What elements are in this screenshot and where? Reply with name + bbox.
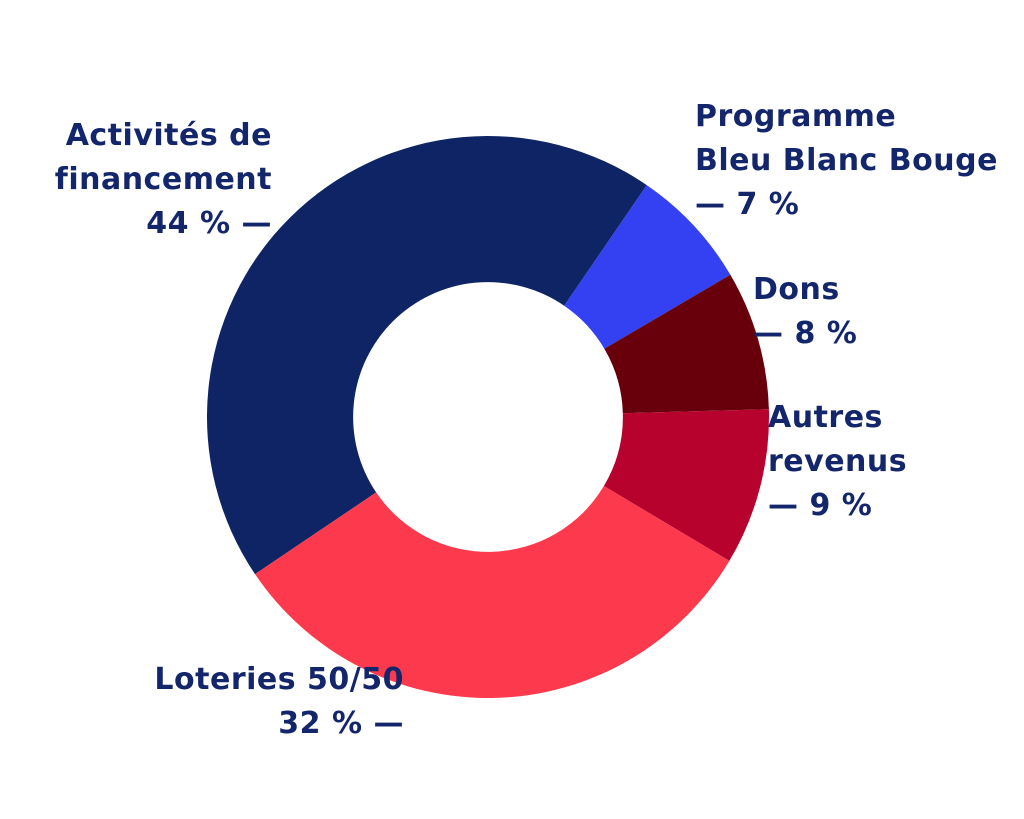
callout-programme-bleu-blanc-bouge: Programme Bleu Blanc Bouge — 7 %: [695, 95, 998, 227]
donut-segment-autres-revenus: [603, 409, 769, 561]
callout-activites-de-financement: Activités de financement 44 % —: [55, 114, 272, 246]
donut-segment-programme-bleu-blanc-bouge: [564, 185, 731, 349]
callout-line: revenus: [768, 444, 908, 479]
callout-autres-revenus: Autres revenus — 9 %: [768, 396, 907, 528]
callout-value: 32 % —: [278, 706, 404, 741]
callout-value: 44 % —: [146, 206, 272, 241]
callout-line: Programme: [695, 99, 897, 134]
callout-line: Dons: [753, 272, 840, 307]
callout-line: Loteries 50/50: [154, 662, 404, 697]
donut-segment-dons: [604, 274, 769, 414]
callout-loteries-50-50: Loteries 50/50 32 % —: [154, 658, 404, 746]
callout-dons: Dons — 8 %: [753, 268, 857, 356]
callout-line: Activités de: [65, 118, 272, 153]
callout-line: Bleu Blanc Bouge: [695, 143, 998, 178]
callout-value: — 7 %: [695, 187, 800, 222]
callout-line: Autres: [768, 400, 883, 435]
callout-line: financement: [54, 162, 272, 197]
callout-value: — 9 %: [768, 488, 873, 523]
donut-segment-activit-s-de-financement: [206, 135, 647, 575]
donut-segment-loteries-50-50: [255, 486, 730, 698]
callout-value: — 8 %: [753, 316, 858, 351]
